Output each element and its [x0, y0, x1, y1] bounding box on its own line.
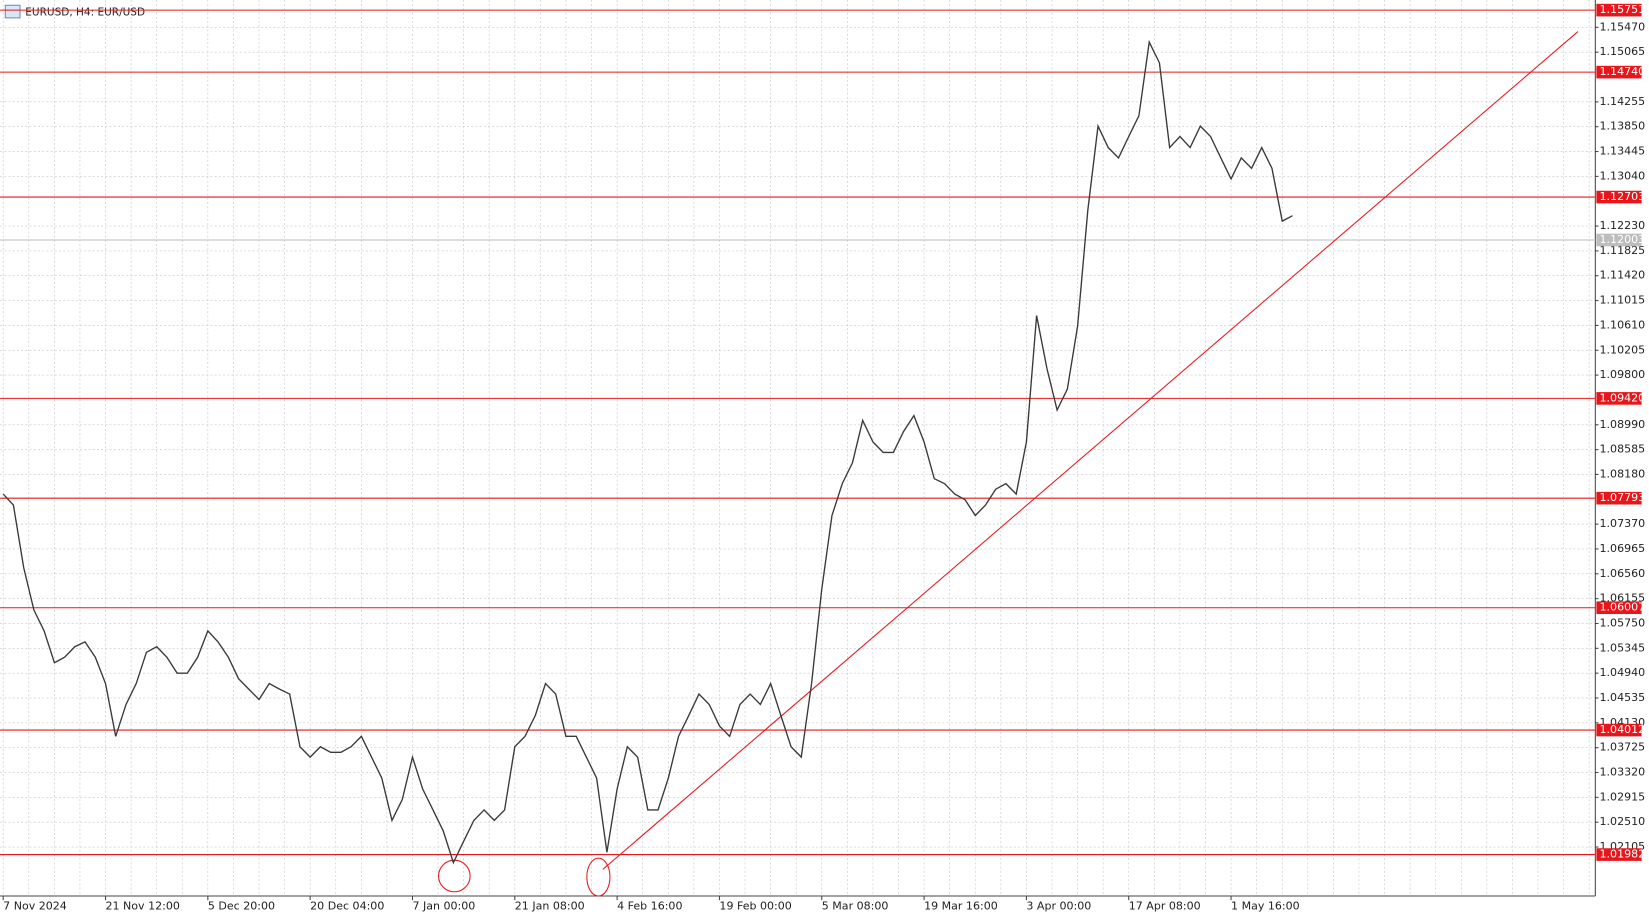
y-tick-label: 1.06965 [1600, 542, 1646, 555]
level-label: 1.04012 [1600, 723, 1646, 736]
trendline [602, 31, 1579, 870]
level-label: 1.14740 [1600, 65, 1646, 78]
y-tick-label: 1.13850 [1600, 120, 1646, 133]
level-label-box [1596, 3, 1642, 17]
grid [0, 0, 1596, 896]
y-tick-label: 1.06155 [1600, 592, 1646, 605]
level-label-box [1596, 723, 1642, 737]
x-tick-label: 5 Mar 08:00 [822, 899, 889, 912]
level-label: 1.12703 [1600, 190, 1646, 203]
y-tick-label: 1.08990 [1600, 418, 1646, 431]
level-label: 1.07793 [1600, 491, 1646, 504]
level-label-box [1596, 190, 1642, 204]
level-label: 1.15751 [1600, 3, 1646, 16]
bid-label-box [1596, 233, 1642, 247]
y-tick-label: 1.13445 [1600, 145, 1646, 158]
x-tick-label: 17 Apr 08:00 [1129, 899, 1201, 912]
y-tick-label: 1.10205 [1600, 343, 1646, 356]
y-tick-label: 1.06560 [1600, 567, 1646, 580]
y-tick-label: 1.15065 [1600, 45, 1646, 58]
y-tick-label: 1.12230 [1600, 219, 1646, 232]
x-tick-label: 21 Nov 12:00 [106, 899, 180, 912]
y-tick-label: 1.10610 [1600, 318, 1646, 331]
level-label-box [1596, 848, 1642, 861]
level-label-box [1596, 392, 1642, 405]
bid-label: 1.12003 [1600, 233, 1646, 246]
low-marker [586, 857, 611, 897]
y-tick-label: 1.04535 [1600, 691, 1646, 704]
y-tick-label: 1.07370 [1600, 517, 1646, 530]
y-tick-label: 1.13040 [1600, 169, 1646, 182]
chart-icon [4, 4, 21, 19]
y-tick-label: 1.03320 [1600, 766, 1646, 779]
y-tick-label: 1.15470 [1600, 20, 1646, 33]
level-label-box [1596, 601, 1642, 615]
y-tick-label: 1.08585 [1600, 443, 1646, 456]
y-tick-label: 1.02510 [1600, 815, 1646, 828]
y-tick-label: 1.04940 [1600, 666, 1646, 679]
y-tick-label: 1.09800 [1600, 368, 1646, 381]
level-label: 1.09420 [1600, 391, 1646, 404]
x-tick-label: 7 Jan 00:00 [412, 899, 475, 912]
x-tick-label: 19 Feb 00:00 [719, 899, 791, 912]
x-tick-label: 7 Nov 2024 [3, 899, 67, 912]
y-tick-label: 1.11420 [1600, 269, 1646, 282]
x-tick-label: 3 Apr 00:00 [1026, 899, 1091, 912]
level-label: 1.01982 [1600, 848, 1646, 861]
level-label: 1.06007 [1600, 601, 1646, 614]
x-tick-label: 20 Dec 04:00 [310, 899, 384, 912]
chart-title: EURUSD, H4: EUR/USD [25, 7, 145, 19]
x-tick-label: 19 Mar 16:00 [924, 899, 998, 912]
x-tick-label: 4 Feb 16:00 [617, 899, 682, 912]
y-tick-label: 1.05345 [1600, 641, 1646, 654]
x-tick-label: 5 Dec 20:00 [208, 899, 275, 912]
y-tick-label: 1.02915 [1600, 790, 1646, 803]
y-tick-label: 1.14255 [1600, 95, 1646, 108]
y-tick-label: 1.11825 [1600, 244, 1646, 257]
x-tick-label: 1 May 16:00 [1231, 899, 1300, 912]
level-label-box [1596, 65, 1642, 79]
y-tick-label: 1.05750 [1600, 616, 1646, 629]
x-tick-label: 21 Jan 08:00 [515, 899, 585, 912]
y-tick-label: 1.08180 [1600, 467, 1646, 480]
y-tick-label: 1.11015 [1600, 294, 1646, 307]
y-tick-label: 1.03725 [1600, 741, 1646, 754]
price-line [2, 39, 1293, 865]
level-label-box [1596, 491, 1642, 505]
